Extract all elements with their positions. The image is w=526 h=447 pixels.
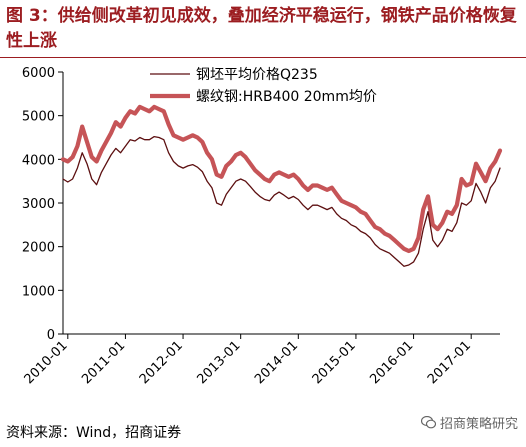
source-note: 资料来源：Wind，招商证券: [6, 425, 182, 441]
series-line-2: [60, 104, 503, 254]
y-tick-label: 0: [47, 328, 55, 343]
chart-legend: 钢坯平均价格Q235 螺纹钢:HRB400 20mm均价: [150, 67, 377, 105]
series-line-1: [62, 135, 501, 267]
x-tick-label: 2010-01: [22, 338, 71, 387]
watermark: 招商策略研究: [420, 413, 518, 432]
y-tick-label: 2000: [22, 241, 55, 256]
y-tick-label: 3000: [22, 197, 55, 212]
y-tick-label: 6000: [22, 66, 55, 81]
wechat-icon: [420, 416, 436, 429]
title-divider: [0, 57, 526, 58]
legend-label-2: 螺纹钢:HRB400 20mm均价: [196, 89, 377, 105]
x-tick-label: 2012-01: [137, 338, 186, 387]
figure-title: 图 3：供给侧改革初见成效，叠加经济平稳运行，钢铁产品价格恢复性上涨: [6, 6, 517, 51]
watermark-label: 招商策略研究: [439, 417, 518, 432]
x-tick-label: 2014-01: [252, 338, 301, 387]
y-tick-label: 1000: [22, 284, 55, 299]
y-tick-label: 5000: [22, 110, 55, 125]
x-tick-label: 2015-01: [310, 338, 359, 387]
y-tick-label: 4000: [22, 153, 55, 168]
x-tick-label: 2017-01: [425, 338, 474, 387]
x-tick-label: 2016-01: [367, 338, 416, 387]
x-tick-label: 2011-01: [79, 338, 128, 387]
x-tick-label: 2013-01: [194, 338, 243, 387]
chart-series: [60, 104, 503, 267]
legend-label-1: 钢坯平均价格Q235: [196, 67, 318, 83]
